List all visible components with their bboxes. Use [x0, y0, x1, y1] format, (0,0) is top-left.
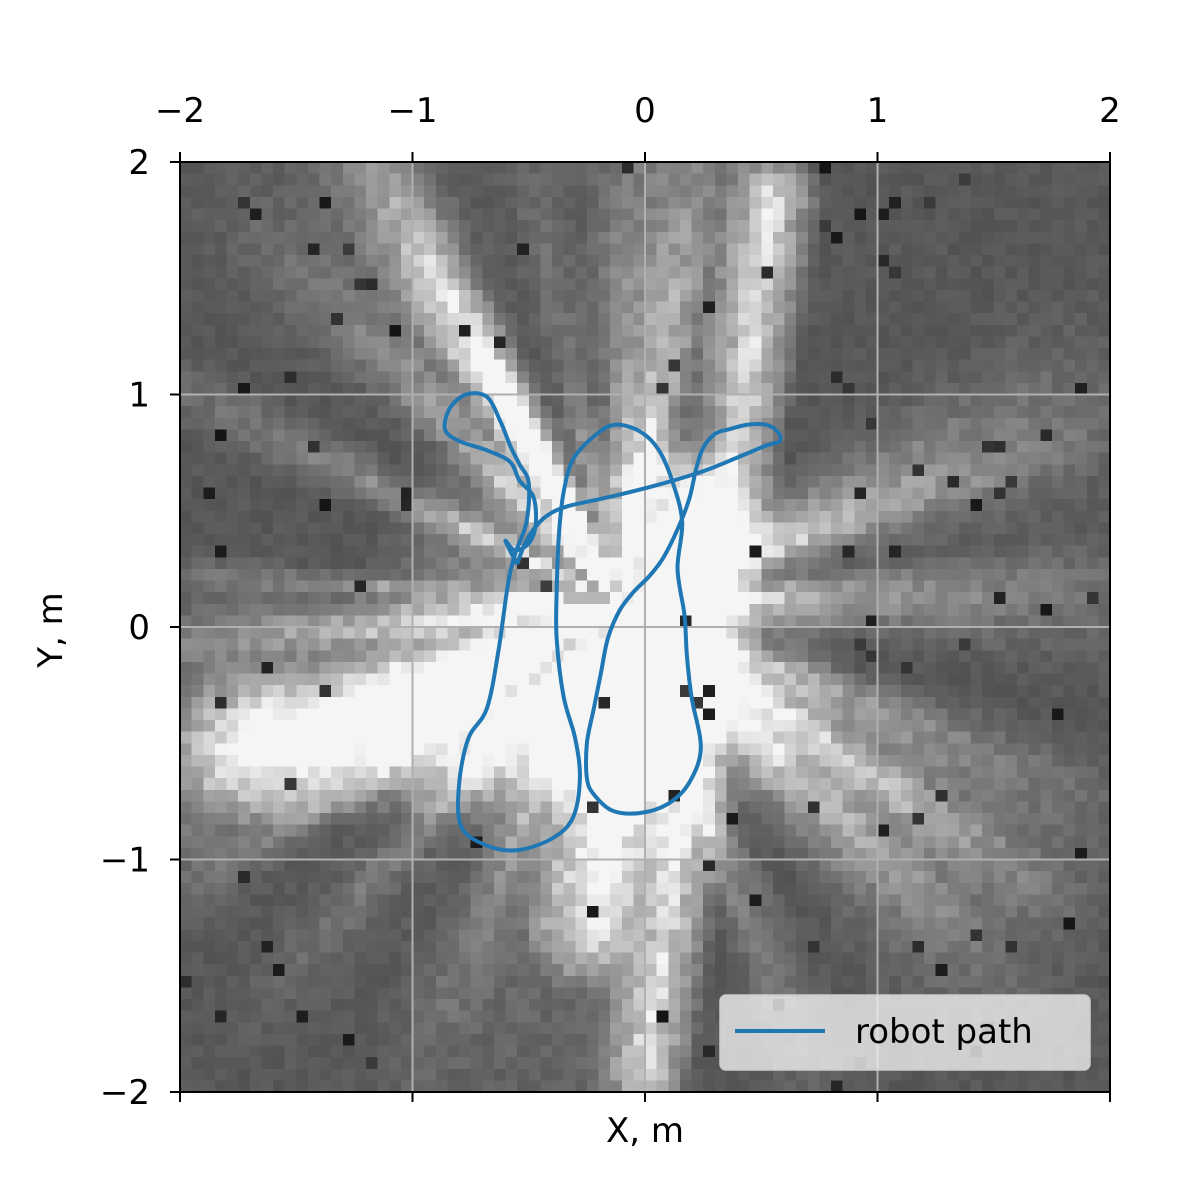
y-tick-label: −1 [100, 841, 150, 881]
x-tick-label: −2 [155, 91, 205, 131]
legend-box [719, 994, 1091, 1071]
robot-path-line [442, 391, 783, 853]
legend: robot path [719, 994, 1091, 1071]
y-axis-label: Y, m [31, 592, 71, 669]
x-tick-label: 2 [1099, 91, 1121, 131]
tick-marks [170, 152, 1111, 1102]
x-tick-label: −1 [387, 91, 437, 131]
y-tick-label: 2 [128, 143, 150, 183]
legend-label: robot path [855, 1012, 1033, 1052]
y-tick-label: −2 [100, 1073, 150, 1113]
y-tick-label: 0 [128, 608, 150, 648]
y-tick-label: 1 [128, 376, 150, 416]
x-tick-label: 1 [867, 91, 889, 131]
robot-path-layer [442, 391, 783, 853]
x-axis-label: X, m [606, 1111, 684, 1151]
x-tick-label: 0 [634, 91, 656, 131]
